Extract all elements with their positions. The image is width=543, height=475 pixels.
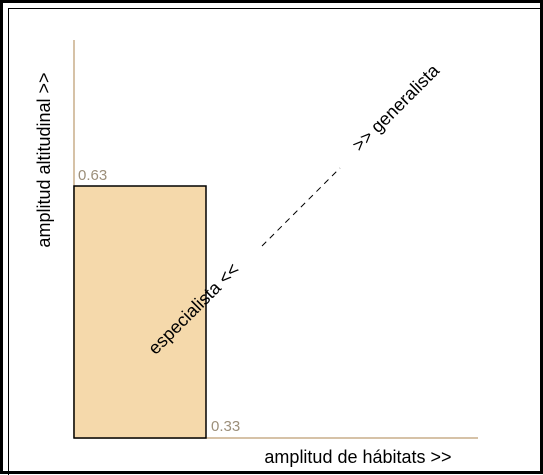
x-value-label: 0.33 — [211, 418, 240, 435]
diagonal-dashed-connector — [261, 167, 341, 247]
y-axis-label: amplitud altitudinal >> — [34, 72, 54, 247]
inner-frame-line — [8, 8, 543, 475]
generalist-label: >> generalista — [348, 60, 444, 156]
niche-box — [73, 185, 207, 439]
y-value-label: 0.63 — [78, 167, 107, 184]
x-axis-label: amplitud de hábitats >> — [264, 447, 451, 467]
